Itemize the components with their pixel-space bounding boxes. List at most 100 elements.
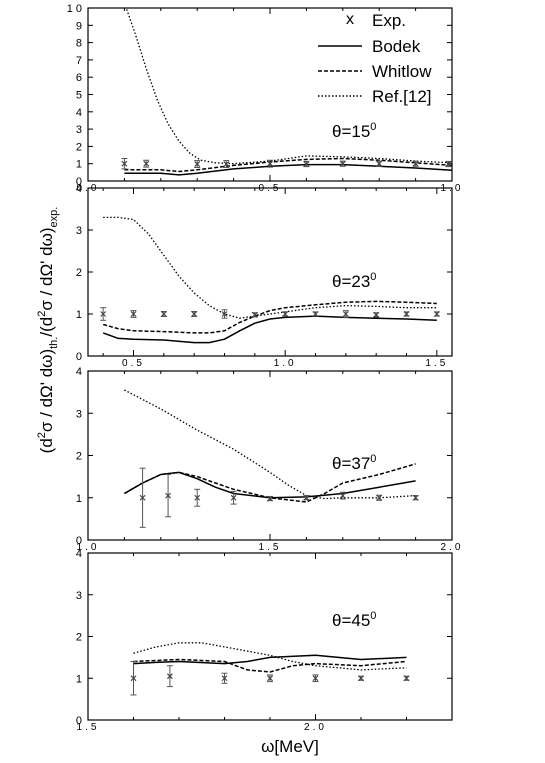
y-tick-label: 6 bbox=[76, 72, 82, 84]
panel-curves bbox=[121, 8, 452, 176]
legend-label-bodek: Bodek bbox=[372, 37, 421, 56]
y-tick-label: 4 bbox=[76, 548, 82, 560]
panel-curves bbox=[130, 642, 410, 696]
exp-point bbox=[403, 675, 410, 682]
x-tick-label: 1.0 bbox=[274, 358, 297, 369]
y-tick-label: 7 bbox=[76, 55, 82, 67]
x-axis-title: ω[MeV] bbox=[261, 737, 319, 756]
exp-point bbox=[358, 675, 364, 682]
y-tick-label: 0 bbox=[76, 351, 82, 363]
series-ref-12 bbox=[133, 642, 407, 671]
y-tick-label: 3 bbox=[76, 124, 82, 136]
y-tick-label: 2 bbox=[76, 632, 82, 644]
exp-point bbox=[223, 161, 230, 167]
legend-marker-exp: x bbox=[346, 11, 354, 28]
series-ref-12 bbox=[125, 8, 452, 165]
series-whitlow bbox=[124, 463, 416, 503]
exp-point bbox=[143, 160, 150, 167]
exp-point bbox=[166, 673, 173, 680]
exp-point bbox=[221, 311, 228, 317]
exp-point bbox=[130, 675, 137, 682]
series-whitlow bbox=[133, 658, 407, 673]
x-tick-label: 0.0 bbox=[77, 183, 100, 194]
exp-point bbox=[194, 494, 201, 501]
exp-point bbox=[194, 161, 201, 167]
x-tick-label: 1.5 bbox=[77, 722, 100, 733]
exp-point bbox=[412, 494, 419, 501]
exp-point bbox=[160, 311, 167, 317]
legend-label-ref12: Ref.[12] bbox=[372, 87, 432, 106]
exp-point bbox=[267, 160, 273, 167]
exp-point bbox=[433, 311, 440, 317]
x-tick-label: 2.0 bbox=[441, 542, 464, 553]
exp-point bbox=[339, 160, 346, 167]
panel-3: 0 1 2 3 4 1.0 1.5 2.0 θ=370 bbox=[76, 366, 464, 553]
y-tick-label: 3 bbox=[76, 408, 82, 420]
y-tick-label: 4 bbox=[76, 183, 82, 195]
panel-theta-label: θ=230 bbox=[332, 271, 376, 291]
exp-point bbox=[139, 494, 146, 501]
panel-theta-label: θ=150 bbox=[332, 121, 376, 141]
panel-curves bbox=[100, 216, 440, 344]
exp-point bbox=[267, 675, 273, 682]
exp-point bbox=[376, 160, 383, 167]
y-tick-label: 0 bbox=[76, 715, 82, 727]
panel-theta-label: θ=370 bbox=[332, 453, 376, 473]
exp-point bbox=[267, 495, 273, 502]
y-tick-label: 1 bbox=[76, 159, 82, 171]
y-tick-label: 4 bbox=[76, 107, 82, 119]
exp-point bbox=[376, 494, 383, 501]
x-tick-label: 1.5 bbox=[425, 358, 448, 369]
exp-point bbox=[230, 494, 237, 501]
series-bodek bbox=[133, 654, 407, 665]
y-tick-label: 1 bbox=[76, 673, 82, 685]
y-tick-label: 4 bbox=[76, 366, 82, 378]
y-tick-label: 1 bbox=[76, 309, 82, 321]
y-tick-label: 9 bbox=[76, 20, 82, 32]
series-whitlow bbox=[102, 300, 437, 334]
y-tick-label: 8 bbox=[76, 38, 82, 50]
exp-point bbox=[373, 311, 380, 318]
legend: x Exp. Bodek Whitlow Ref.[12] bbox=[318, 11, 432, 106]
panel-curves bbox=[124, 389, 419, 528]
exp-point bbox=[191, 311, 198, 317]
exp-point bbox=[221, 675, 228, 682]
y-tick-label: 2 bbox=[76, 267, 82, 279]
y-tick-label: 1 bbox=[76, 493, 82, 505]
y-tick-label: 1 0 bbox=[67, 3, 82, 15]
y-tick-label: 0 bbox=[76, 176, 82, 188]
y-tick-label: 2 bbox=[76, 141, 82, 153]
exp-point bbox=[303, 494, 310, 501]
y-axis-title: (d2σ / dΩ' dω)th./(d2σ / dΩ' dω)exp. bbox=[36, 207, 60, 454]
series-bodek bbox=[102, 315, 437, 344]
exp-point bbox=[121, 160, 128, 167]
panel-2: 0 1 2 3 4 0.5 1.0 1.5 θ=230 bbox=[76, 183, 453, 369]
series-ref-12 bbox=[124, 389, 416, 500]
legend-label-whitlow: Whitlow bbox=[372, 62, 432, 81]
exp-point bbox=[412, 160, 419, 167]
panel-theta-label: θ=450 bbox=[332, 610, 376, 630]
exp-point bbox=[312, 311, 319, 317]
exp-point bbox=[339, 492, 346, 499]
exp-point bbox=[403, 311, 410, 317]
exp-point bbox=[165, 492, 172, 499]
x-tick-label: 2.0 bbox=[304, 722, 327, 733]
x-tick-label: 1.0 bbox=[77, 542, 100, 553]
y-tick-label: 2 bbox=[76, 451, 82, 463]
panel-frame bbox=[87, 187, 453, 357]
exp-point bbox=[303, 161, 310, 167]
exp-point bbox=[445, 161, 452, 167]
exp-point bbox=[251, 311, 258, 318]
exp-point bbox=[312, 675, 319, 682]
x-tick-label: 0.5 bbox=[122, 358, 145, 369]
legend-label-exp: Exp. bbox=[372, 11, 406, 30]
panel-4: 0 1 2 3 4 1.5 2.0 θ=450 bbox=[76, 548, 453, 733]
series-ref-12 bbox=[103, 216, 437, 319]
exp-point bbox=[342, 311, 349, 317]
exp-point bbox=[130, 311, 137, 317]
x-tick-label: 1.5 bbox=[259, 542, 282, 553]
y-tick-label: 5 bbox=[76, 90, 82, 102]
